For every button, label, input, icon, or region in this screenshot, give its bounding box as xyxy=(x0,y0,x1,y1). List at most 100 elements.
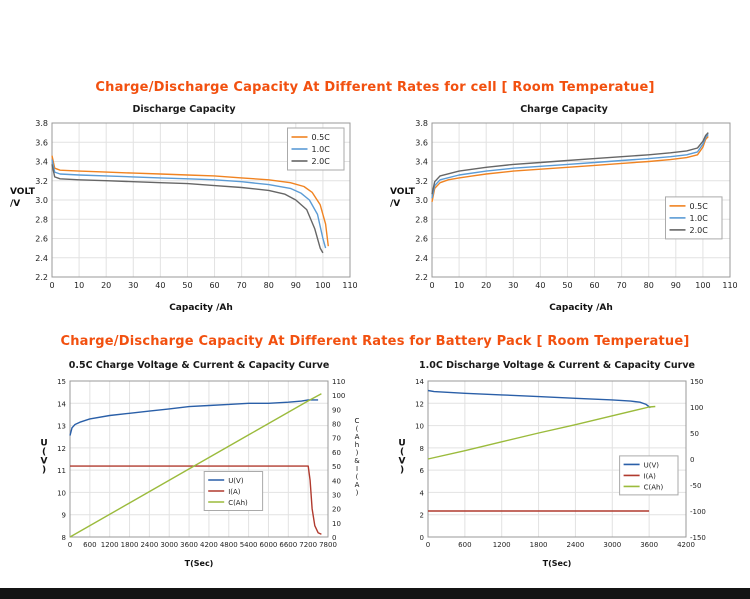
chart-pack-discharge-curve: 1.0C Discharge Voltage & Current & Capac… xyxy=(392,360,722,569)
svg-text:2.6: 2.6 xyxy=(415,235,428,244)
svg-text:7200: 7200 xyxy=(299,541,317,549)
svg-text:10: 10 xyxy=(415,423,424,431)
svg-text:3.2: 3.2 xyxy=(35,177,48,186)
svg-text:6000: 6000 xyxy=(260,541,278,549)
svg-text:4800: 4800 xyxy=(220,541,238,549)
svg-text:20: 20 xyxy=(481,281,491,290)
svg-text:U: U xyxy=(398,439,405,449)
chart-discharge-capacity: Discharge Capacity 0 10 20 30 40 50 60 70 80 90 10… xyxy=(6,104,362,313)
svg-text:0: 0 xyxy=(420,534,424,542)
svg-text:3.2: 3.2 xyxy=(415,177,428,186)
svg-text:90: 90 xyxy=(671,281,681,290)
svg-text:30: 30 xyxy=(128,281,138,290)
svg-text:3.8: 3.8 xyxy=(35,119,48,128)
svg-text:3000: 3000 xyxy=(160,541,178,549)
svg-text:1200: 1200 xyxy=(101,541,119,549)
svg-text:C(Ah): C(Ah) xyxy=(644,483,664,491)
svg-text:/V: /V xyxy=(390,199,400,209)
svg-text:(: ( xyxy=(42,448,46,458)
svg-text:2.2: 2.2 xyxy=(415,273,428,282)
svg-text:9: 9 xyxy=(62,512,66,520)
svg-text:2400: 2400 xyxy=(140,541,158,549)
svg-text:0: 0 xyxy=(49,281,54,290)
svg-text:20: 20 xyxy=(101,281,111,290)
svg-text:8: 8 xyxy=(420,445,424,453)
svg-text:C(Ah): C(Ah) xyxy=(228,499,248,507)
svg-text:13: 13 xyxy=(57,423,66,431)
svg-text:4200: 4200 xyxy=(200,541,218,549)
svg-text:20: 20 xyxy=(332,506,341,514)
pack-charge-curve-plot: 0 600 1200 1800 2400 3000 3600 4200 4800 5400 6000… xyxy=(40,378,360,568)
svg-text:100: 100 xyxy=(690,404,703,412)
svg-text:40: 40 xyxy=(155,281,165,290)
chart-title-pack-discharge-curve: 1.0C Discharge Voltage & Current & Capac… xyxy=(419,360,695,371)
svg-text:70: 70 xyxy=(617,281,627,290)
svg-text:80: 80 xyxy=(644,281,654,290)
svg-text:V: V xyxy=(399,457,406,467)
svg-text:1200: 1200 xyxy=(493,541,511,549)
svg-text:50: 50 xyxy=(332,463,341,471)
svg-text:): ) xyxy=(356,449,359,457)
svg-text:2400: 2400 xyxy=(567,541,585,549)
svg-text:2.0C: 2.0C xyxy=(690,226,709,235)
chart-title-charge-capacity: Charge Capacity xyxy=(520,104,608,115)
svg-text:1800: 1800 xyxy=(530,541,548,549)
svg-text:VOLT: VOLT xyxy=(390,187,416,197)
svg-text:50: 50 xyxy=(690,430,699,438)
svg-text:11: 11 xyxy=(57,467,66,475)
svg-text:A: A xyxy=(355,481,360,489)
svg-text:6: 6 xyxy=(420,467,425,475)
svg-text:1.0C: 1.0C xyxy=(690,214,709,223)
svg-text:10: 10 xyxy=(74,281,84,290)
svg-text:110: 110 xyxy=(722,281,737,290)
svg-text:0: 0 xyxy=(68,541,72,549)
charge-capacity-plot: 0 10 20 30 40 50 60 70 80 90 100 110 2.2 2.4 2.6 2.8 3.0… xyxy=(390,119,738,313)
svg-text:60: 60 xyxy=(209,281,219,290)
svg-text:600: 600 xyxy=(458,541,471,549)
svg-text:3.8: 3.8 xyxy=(415,119,428,128)
svg-text:70: 70 xyxy=(237,281,247,290)
chart-title-discharge-capacity: Discharge Capacity xyxy=(132,104,236,115)
svg-text:3.4: 3.4 xyxy=(415,158,428,167)
svg-text:C: C xyxy=(355,417,360,425)
svg-text:Capacity /Ah: Capacity /Ah xyxy=(169,303,233,313)
svg-text:90: 90 xyxy=(332,406,341,414)
svg-text:6600: 6600 xyxy=(279,541,297,549)
svg-text:2.4: 2.4 xyxy=(415,254,428,263)
svg-text:(: ( xyxy=(400,448,404,458)
svg-text:50: 50 xyxy=(182,281,192,290)
bottom-divider-bar xyxy=(0,588,750,599)
svg-text:2.8: 2.8 xyxy=(415,215,428,224)
svg-text:3.0: 3.0 xyxy=(35,196,48,205)
svg-text:110: 110 xyxy=(342,281,357,290)
svg-text:h: h xyxy=(355,441,359,449)
discharge-capacity-plot: 0 10 20 30 40 50 60 70 80 90 100 110 2.2 2.4 2.6 2.8 3.0… xyxy=(10,119,358,313)
svg-text:80: 80 xyxy=(264,281,274,290)
svg-text:1800: 1800 xyxy=(121,541,139,549)
svg-text:3.4: 3.4 xyxy=(35,158,48,167)
svg-text:Capacity /Ah: Capacity /Ah xyxy=(549,303,613,313)
svg-text:3000: 3000 xyxy=(603,541,621,549)
svg-text:100: 100 xyxy=(695,281,710,290)
svg-text:3.0: 3.0 xyxy=(415,196,428,205)
svg-text:10: 10 xyxy=(454,281,464,290)
svg-text:2.2: 2.2 xyxy=(35,273,48,282)
svg-text:): ) xyxy=(400,466,404,476)
svg-text:(: ( xyxy=(356,473,359,481)
svg-text:80: 80 xyxy=(332,421,341,429)
svg-text:7800: 7800 xyxy=(319,541,337,549)
svg-text:12: 12 xyxy=(57,445,66,453)
svg-text:2: 2 xyxy=(420,512,424,520)
svg-text:50: 50 xyxy=(562,281,572,290)
svg-text:30: 30 xyxy=(508,281,518,290)
svg-text:600: 600 xyxy=(83,541,96,549)
section-title-battery-pack: Charge/Discharge Capacity At Different R… xyxy=(60,334,690,349)
svg-text:T(Sec): T(Sec) xyxy=(543,559,572,568)
svg-text:70: 70 xyxy=(332,435,341,443)
svg-text:0: 0 xyxy=(332,534,336,542)
svg-text:&: & xyxy=(354,457,360,465)
svg-text:-150: -150 xyxy=(690,534,706,542)
svg-text:1.0C: 1.0C xyxy=(312,145,331,154)
svg-text:5400: 5400 xyxy=(240,541,258,549)
